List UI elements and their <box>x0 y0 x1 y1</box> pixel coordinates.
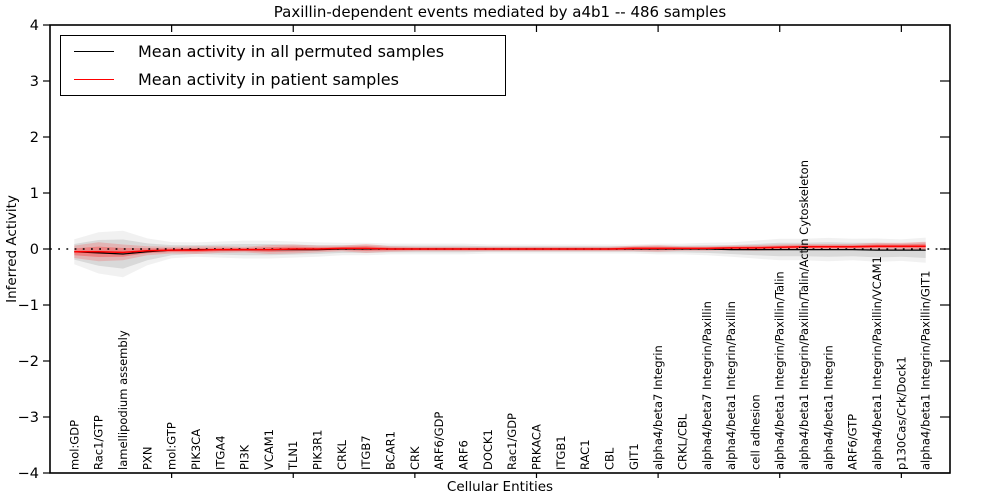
legend-entry-permuted: Mean activity in all permuted samples <box>61 38 505 64</box>
legend-label: Mean activity in patient samples <box>138 70 399 90</box>
chart-title: Paxillin-dependent events mediated by a4… <box>273 3 727 21</box>
category-label: alpha4/beta1 Integrin <box>821 345 835 470</box>
x-axis-label: Cellular Entities <box>446 479 554 495</box>
category-label: PIK3CA <box>189 429 203 470</box>
category-label: TLN1 <box>286 441 300 471</box>
category-label: mol:GTP <box>165 422 179 470</box>
category-labels: mol:GDP Rac1/GTP lamellipodium assembly PXN… <box>67 160 932 471</box>
category-label: PXN <box>140 447 154 470</box>
category-label: ITGA4 <box>213 435 227 470</box>
category-label: DOCK1 <box>481 429 495 470</box>
category-label: CRKL/CBL <box>675 413 689 470</box>
category-label: ARF6/GDP <box>432 412 446 470</box>
category-label: lamellipodium assembly <box>116 330 130 470</box>
category-label: RAC1 <box>578 439 592 470</box>
category-label: Rac1/GTP <box>92 415 106 470</box>
legend-entry-patient: Mean activity in patient samples <box>61 67 505 93</box>
y-axis-label: Inferred Activity <box>4 195 20 303</box>
category-label: PIK3R1 <box>311 430 325 471</box>
category-label: ARF6/GTP <box>846 414 860 470</box>
category-label: alpha4/beta1 Integrin/Paxillin/GIT1 <box>919 271 933 470</box>
category-label: Rac1/GDP <box>505 413 519 470</box>
y-tick-label: 0 <box>30 242 39 258</box>
legend-label: Mean activity in all permuted samples <box>138 41 445 61</box>
y-tick-labels: −4 −3 −2 −1 0 1 2 3 4 <box>18 18 39 482</box>
category-label: p130Cas/Crk/Dock1 <box>894 356 908 470</box>
y-tick-label: 3 <box>30 74 39 90</box>
category-label: alpha4/beta1 Integrin/Paxillin/VCAM1 <box>870 256 884 470</box>
category-label: alpha4/beta1 Integrin/Paxillin <box>724 301 738 470</box>
black-line-sample-icon <box>74 50 114 52</box>
axis-ticks <box>43 24 950 478</box>
category-label: BCAR1 <box>384 431 398 470</box>
category-label: ITGB1 <box>554 435 568 470</box>
category-label: ARF6 <box>457 440 471 470</box>
category-label: alpha4/beta1 Integrin/Paxillin/Talin <box>773 271 787 470</box>
y-tick-label: 1 <box>30 186 39 202</box>
legend: Mean activity in all permuted samples Me… <box>60 35 506 96</box>
y-tick-label: 4 <box>30 18 39 34</box>
y-tick-label: −2 <box>18 354 39 370</box>
category-label: alpha4/beta7 Integrin <box>651 345 665 470</box>
y-tick-label: −4 <box>18 466 39 482</box>
patient-band <box>74 243 926 257</box>
confidence-bands <box>74 230 926 278</box>
category-label: GIT1 <box>627 443 641 470</box>
y-tick-label: −3 <box>18 410 39 426</box>
permuted-band <box>74 239 926 269</box>
patient-mean-line <box>74 245 926 254</box>
category-label: CRKL <box>335 439 349 470</box>
category-label: cell adhesion <box>748 394 762 470</box>
category-label: CRK <box>408 446 422 470</box>
category-label: PI3K <box>238 444 252 470</box>
permuted-band <box>74 230 926 278</box>
category-label: alpha4/beta7 Integrin/Paxillin <box>700 301 714 470</box>
y-tick-label: −1 <box>18 298 39 314</box>
y-tick-label: 2 <box>30 130 39 146</box>
patient-band <box>74 241 926 262</box>
category-label: CBL <box>602 447 616 470</box>
category-label: alpha4/beta1 Integrin/Paxillin/Talin/Act… <box>797 160 811 470</box>
category-label: VCAM1 <box>262 429 276 470</box>
category-label: PRKACA <box>529 424 543 470</box>
plot-border <box>49 24 951 474</box>
category-label: ITGB7 <box>359 435 373 470</box>
red-line-sample-icon <box>74 79 114 81</box>
category-label: mol:GDP <box>67 420 81 470</box>
